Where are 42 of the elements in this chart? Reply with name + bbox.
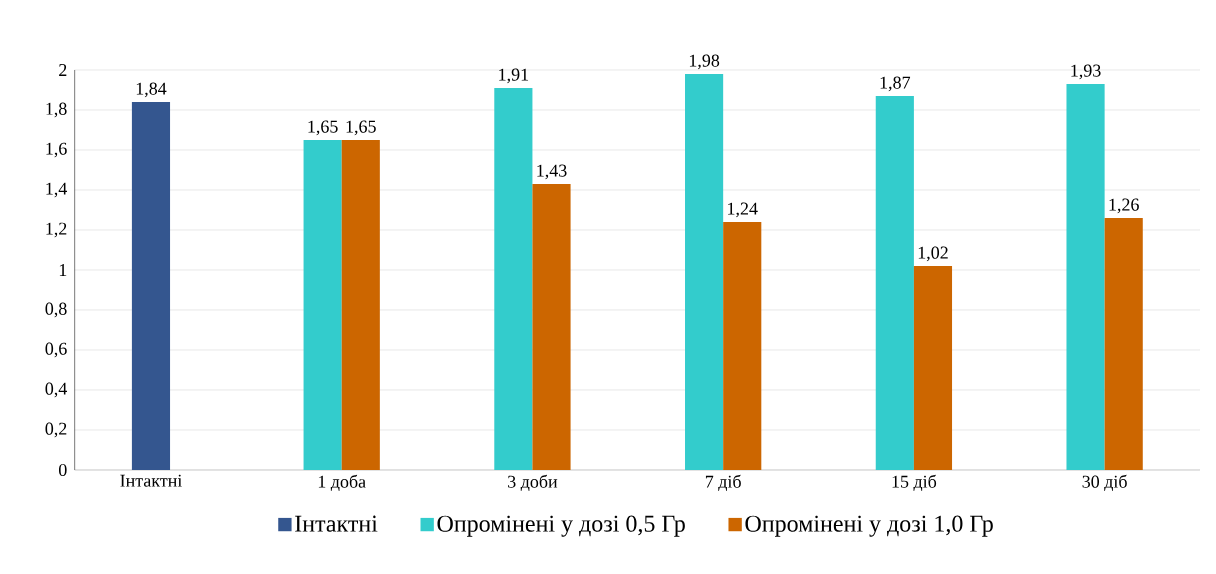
y-tick-label: 0,8 [45, 302, 67, 318]
data-label: 1,87 [880, 76, 911, 92]
bar [303, 139, 342, 470]
y-tick-label: 0,6 [45, 342, 67, 358]
bar [913, 265, 953, 470]
x-tick-label: 3 доби [508, 474, 558, 492]
bar [723, 221, 762, 470]
x-tick-label: 7 діб [705, 474, 741, 492]
y-tick-label: 0 [58, 463, 67, 477]
legend-label: Опромінені у дозі 0,5 Гр [437, 515, 685, 537]
y-tick-label: 0,2 [45, 422, 67, 438]
bar [875, 95, 914, 470]
bar [685, 73, 724, 470]
x-tick-label: Інтактні [120, 474, 183, 487]
data-label: 1,24 [728, 202, 758, 218]
data-label: 1,02 [918, 246, 948, 262]
x-tick-label: 1 доба [318, 474, 366, 492]
data-label: 1,91 [499, 68, 529, 84]
x-tick-label: 15 діб [892, 474, 937, 492]
data-label: 1,43 [537, 164, 567, 180]
bar [494, 87, 533, 470]
y-tick-label: 1 [59, 264, 67, 276]
y-tick-label: 1,4 [46, 182, 68, 198]
data-label: 1,84 [136, 82, 167, 98]
data-label: 1,65 [346, 120, 376, 136]
bar [1066, 83, 1105, 470]
legend-label: Опромінені у дозі 1,0 Гр [745, 515, 993, 537]
bar [1104, 217, 1143, 470]
data-label: 1,98 [689, 54, 720, 70]
bar [532, 183, 571, 470]
y-tick-label: 1,8 [46, 102, 67, 118]
y-tick-label: 1,2 [46, 222, 67, 238]
data-label: 1,26 [1109, 198, 1139, 214]
y-tick-label: 1,6 [46, 142, 67, 158]
y-tick-label: 2 [59, 64, 67, 76]
x-tick-label: 30 діб [1082, 474, 1127, 492]
y-tick-label: 0,4 [45, 382, 68, 398]
bar [131, 101, 171, 470]
bar [341, 139, 380, 470]
legend-label: Інтактні [295, 515, 378, 532]
data-label: 1,65 [308, 120, 338, 136]
data-label: 1,93 [1071, 64, 1101, 80]
